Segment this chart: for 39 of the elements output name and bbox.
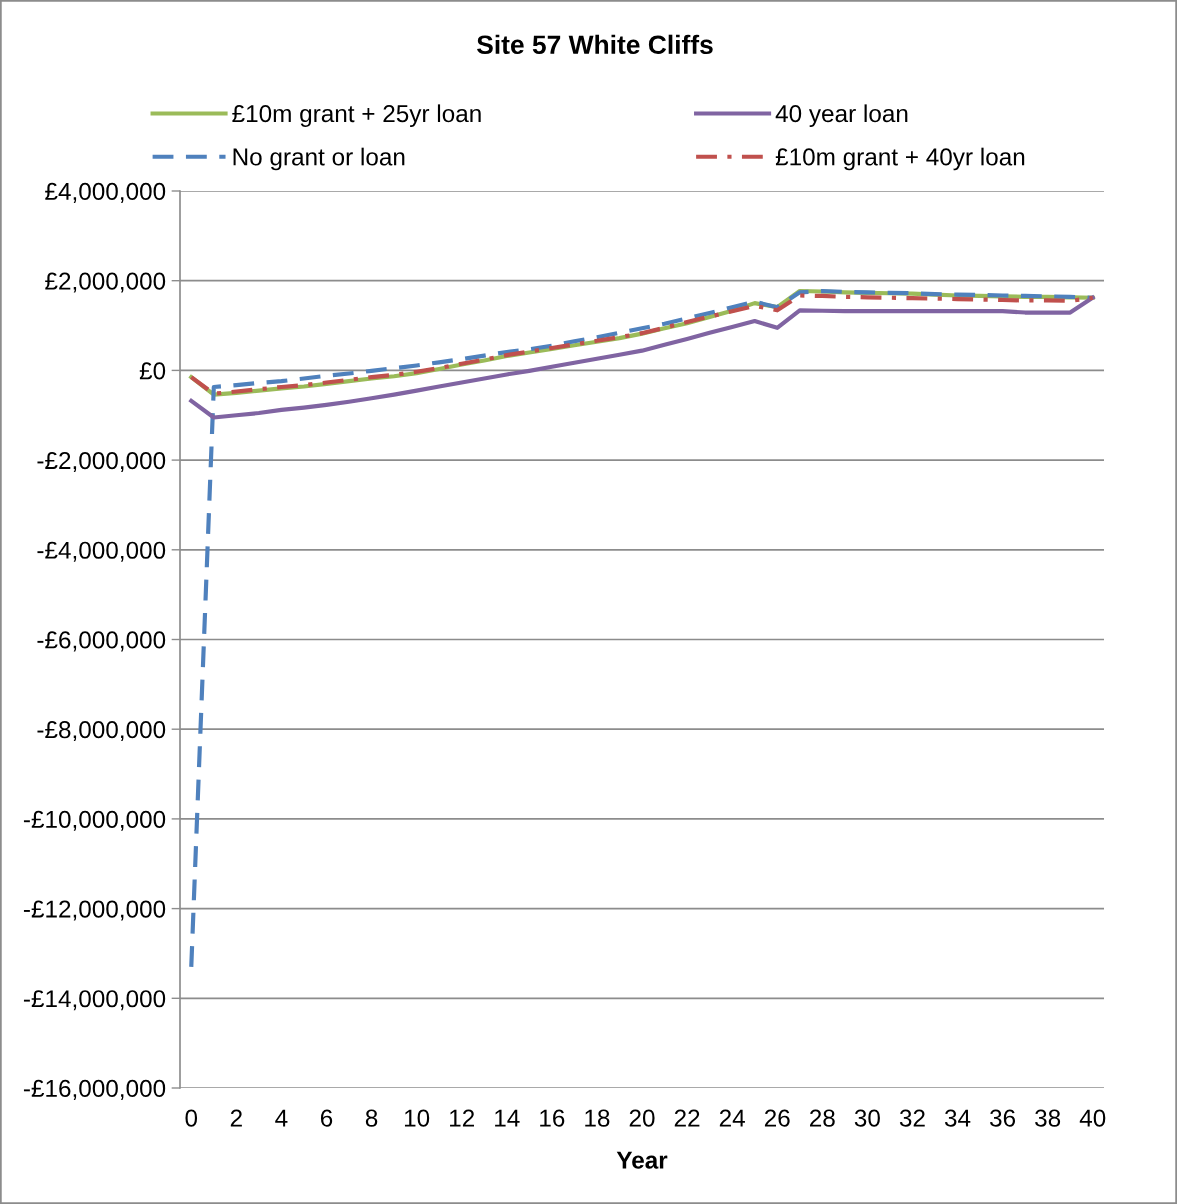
x-axis-title: Year	[616, 1151, 668, 1169]
y-tick-label: £4,000,000	[45, 182, 166, 203]
legend-label: £10m grant + 40yr loan	[775, 147, 1025, 171]
x-tick-label: 18	[585, 1109, 610, 1127]
y-tick-label: -£12,000,000	[23, 900, 166, 921]
line-series	[189, 295, 1095, 420]
x-tick-label: 32	[899, 1109, 925, 1127]
x-tick-label: 0	[185, 1109, 198, 1127]
x-tick-label: 24	[719, 1109, 745, 1127]
x-tick-label: 20	[629, 1109, 655, 1127]
y-tick-label: -£8,000,000	[37, 721, 166, 742]
x-tick-label: 22	[674, 1109, 700, 1127]
y-tick-label: -£14,000,000	[23, 990, 166, 1011]
x-tick-label: 26	[764, 1109, 790, 1127]
legend-label: 40 year loan	[775, 104, 908, 128]
chart-title: Site 57 White Cliffs	[477, 34, 713, 55]
legend-label: £10m grant + 25yr loan	[232, 104, 481, 128]
x-tick-label: 36	[990, 1109, 1016, 1127]
x-tick-label: 6	[320, 1109, 333, 1127]
y-tick-label: -£10,000,000	[23, 810, 166, 831]
x-tick-label: 8	[365, 1109, 378, 1127]
y-tick-label: -£16,000,000	[23, 1079, 166, 1100]
x-tick-label: 10	[404, 1109, 430, 1127]
y-tick-label: -£4,000,000	[37, 541, 166, 562]
x-tick-label: 28	[810, 1109, 835, 1127]
x-tick-label: 16	[540, 1109, 565, 1127]
y-tick-label: £2,000,000	[45, 272, 166, 293]
x-tick-label: 34	[944, 1109, 971, 1127]
x-tick-label: 30	[854, 1109, 880, 1127]
x-tick-label: 4	[275, 1109, 288, 1127]
y-tick-label: £0	[139, 362, 166, 380]
legend-label: No grant or loan	[233, 147, 405, 171]
x-tick-label: 14	[495, 1109, 520, 1127]
y-tick-label: -£6,000,000	[37, 631, 166, 652]
x-tick-label: 38	[1035, 1109, 1061, 1127]
x-tick-label: 40	[1079, 1109, 1106, 1127]
x-tick-label: 2	[230, 1109, 242, 1127]
x-tick-label: 12	[450, 1109, 475, 1127]
y-tick-label: -£2,000,000	[37, 451, 166, 473]
